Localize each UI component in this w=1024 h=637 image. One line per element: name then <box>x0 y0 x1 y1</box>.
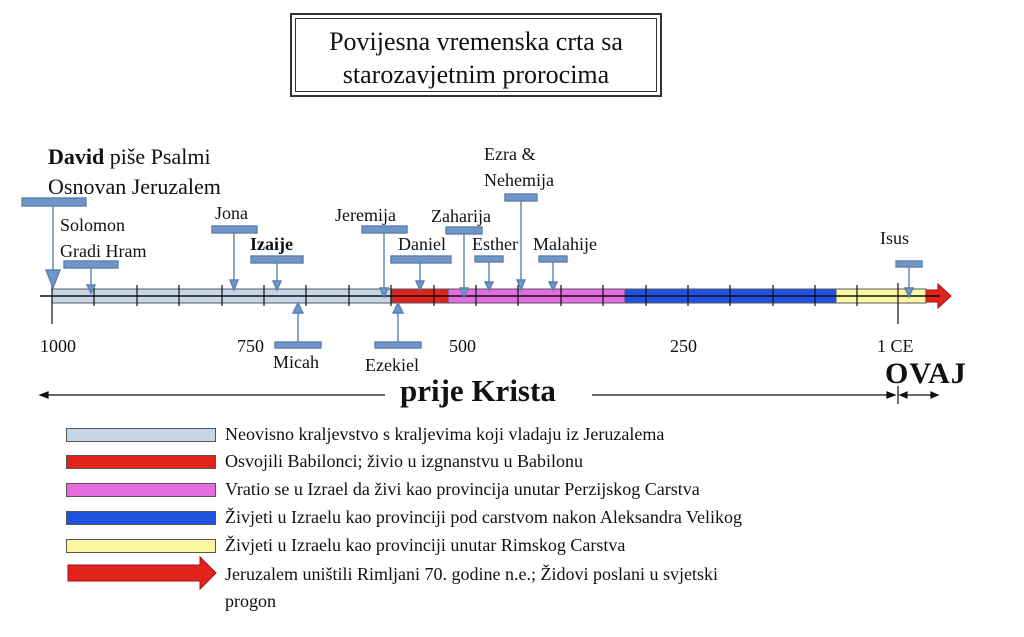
legend-swatch <box>66 511 216 525</box>
ad-arrow-left <box>898 391 908 399</box>
arrowhead-izaije <box>271 280 283 292</box>
marker-malahije <box>538 255 568 263</box>
arrowhead-solomon <box>85 284 97 295</box>
marker-izaije <box>250 255 304 264</box>
bc-span-line <box>38 386 940 404</box>
marker-solomon <box>63 260 119 269</box>
marker-david <box>21 197 87 207</box>
arrowhead-esther <box>483 281 495 292</box>
ezra-label-1: Ezra & <box>484 144 536 164</box>
arrowhead-daniel <box>414 280 426 292</box>
ad-arrow-right <box>930 391 940 399</box>
bc-arrow-left <box>38 391 49 399</box>
arrowhead-micah <box>291 301 305 314</box>
izaije-label: Izaije <box>250 234 293 254</box>
marker-jona <box>211 225 258 234</box>
arrowhead-isus <box>903 287 915 299</box>
axis-ticks <box>51 283 899 324</box>
marker-isus <box>895 260 923 268</box>
arrowhead-ezra <box>515 279 527 292</box>
axis-label-1000: 1000 <box>40 336 76 356</box>
axis-label-750: 750 <box>237 336 264 356</box>
arrowhead-zaharija <box>458 287 470 299</box>
prophet-markers-below <box>274 301 422 349</box>
arrowhead-malahije <box>547 281 559 292</box>
legend-text: Neovisno kraljevstvo s kraljevima koji v… <box>225 424 665 444</box>
legend-arrow-text-1: Jeruzalem uništili Rimljani 70. godine n… <box>225 564 718 584</box>
marker-jeremija <box>361 225 408 234</box>
legend-swatch <box>66 539 216 553</box>
legend-arrow-text-2: progon <box>225 591 276 611</box>
ezra-label-2: Nehemija <box>484 170 554 190</box>
prophet-markers <box>21 193 923 299</box>
legend-swatch <box>66 428 216 442</box>
jona-label: Jona <box>215 203 248 223</box>
malahije-label: Malahije <box>533 234 597 254</box>
solomon-label-2: Gradi Hram <box>60 241 147 261</box>
legend-swatch <box>66 483 216 497</box>
jeremija-label: Jeremija <box>335 205 396 225</box>
marker-esther <box>474 255 504 263</box>
david-label: David piše Psalmi <box>48 142 211 172</box>
solomon-label-1: Solomon <box>60 215 126 235</box>
legend-arrow-swatch <box>67 555 217 591</box>
title-box: Povijesna vremenska crta sa starozavjetn… <box>290 13 662 97</box>
isus-label: Isus <box>880 228 910 248</box>
legend-text: Vratio se u Izrael da živi kao provincij… <box>225 479 700 499</box>
arrowhead-jona <box>228 279 240 292</box>
bc-label: prije Krista <box>400 373 556 408</box>
legend-text: Živjeti u Izraelu kao provinciji pod car… <box>225 507 743 527</box>
legend-text: Osvojili Babilonci; živio u izgnanstvu u… <box>225 451 583 471</box>
zaharija-label: Zaharija <box>431 206 491 226</box>
axis-label-500: 500 <box>449 336 476 356</box>
ezekiel-label: Ezekiel <box>365 355 419 375</box>
legend-swatch <box>66 455 216 469</box>
ad-label: OVAJ <box>885 357 967 390</box>
bc-arrow-right <box>886 391 897 399</box>
daniel-label: Daniel <box>398 234 446 254</box>
arrowhead-jeremija <box>378 287 390 299</box>
arrowhead-ezekiel <box>391 301 405 314</box>
marker-daniel <box>390 255 452 264</box>
marker-micah <box>274 341 322 349</box>
micah-label: Micah <box>273 352 319 372</box>
legend-text: Živjeti u Izraelu kao provinciji unutar … <box>225 535 626 555</box>
axis-label-250: 250 <box>670 336 697 356</box>
axis-label-1ce: 1 CE <box>877 336 914 356</box>
jerusalem-label: Osnovan Jeruzalem <box>48 174 221 199</box>
marker-ezekiel <box>374 341 422 349</box>
arrowhead-david <box>44 269 62 290</box>
esther-label: Esther <box>472 234 518 254</box>
marker-ezra <box>504 193 538 202</box>
david-name: David <box>48 144 105 169</box>
david-rest: piše Psalmi <box>104 144 211 169</box>
